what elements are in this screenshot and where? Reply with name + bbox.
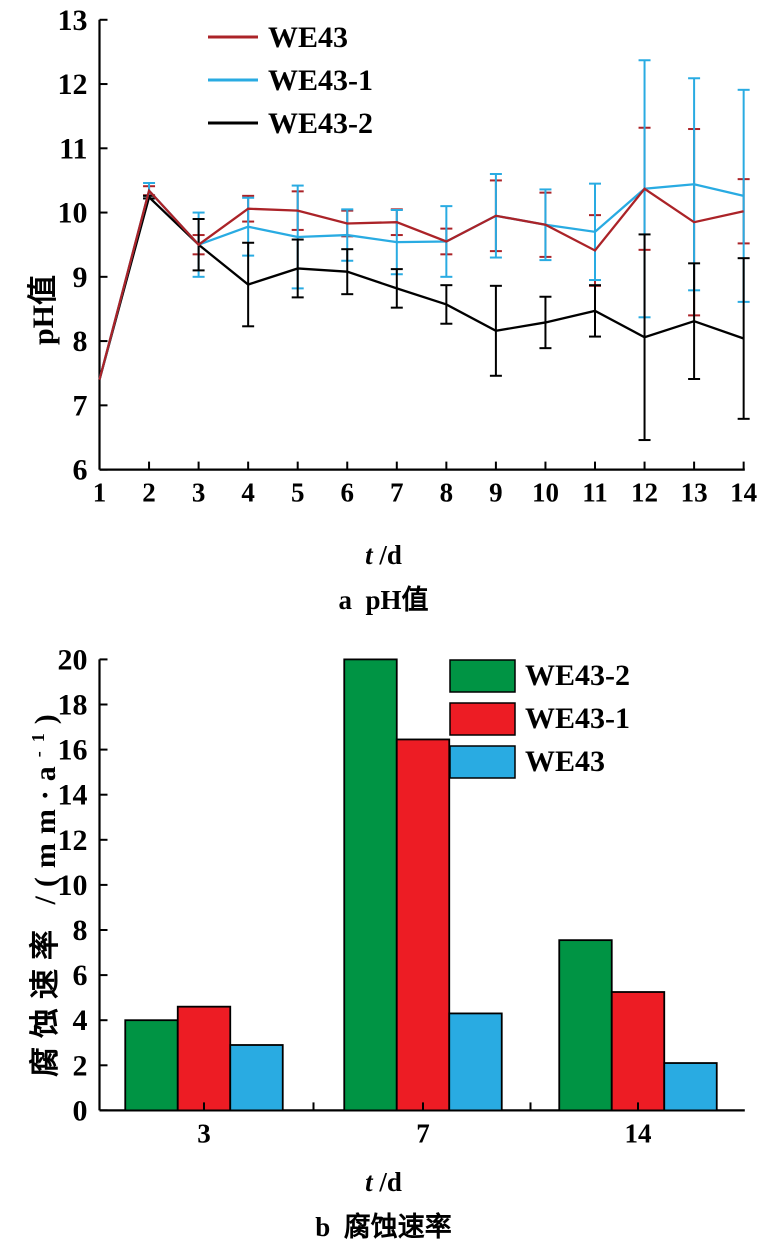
svg-text:4: 4 [73, 1004, 88, 1037]
svg-text:6: 6 [73, 959, 88, 992]
svg-text:7: 7 [416, 1118, 430, 1148]
svg-text:WE43-1: WE43-1 [268, 64, 373, 97]
svg-text:12: 12 [631, 478, 658, 508]
svg-text:10: 10 [58, 197, 88, 230]
svg-text:6: 6 [73, 454, 88, 487]
svg-text:13: 13 [58, 4, 88, 37]
svg-text:7: 7 [73, 389, 88, 422]
svg-text:1: 1 [93, 478, 107, 508]
svg-text:4: 4 [241, 478, 255, 508]
svg-text:8: 8 [73, 914, 88, 947]
svg-text:WE43-2: WE43-2 [268, 107, 373, 140]
svg-text:2: 2 [73, 1049, 88, 1082]
svg-text:10: 10 [532, 478, 559, 508]
svg-text:20: 20 [58, 643, 88, 676]
svg-text:WE43-1: WE43-1 [525, 702, 630, 735]
svg-text:2: 2 [142, 478, 156, 508]
svg-text:9: 9 [73, 261, 88, 294]
svg-text:3: 3 [197, 1118, 211, 1148]
svg-text:3: 3 [192, 478, 206, 508]
svg-text:5: 5 [291, 478, 305, 508]
svg-text:11: 11 [59, 132, 87, 165]
svg-text:0: 0 [73, 1094, 88, 1127]
svg-text:8: 8 [440, 478, 454, 508]
svg-text:13: 13 [681, 478, 708, 508]
svg-text:WE43: WE43 [268, 21, 348, 54]
svg-text:8: 8 [73, 325, 88, 358]
svg-text:WE43-2: WE43-2 [525, 659, 630, 692]
svg-text:7: 7 [390, 478, 404, 508]
svg-text:9: 9 [489, 478, 503, 508]
svg-text:WE43: WE43 [525, 745, 605, 778]
svg-text:14: 14 [730, 478, 757, 508]
svg-text:6: 6 [341, 478, 355, 508]
svg-text:14: 14 [625, 1118, 652, 1148]
svg-text:11: 11 [582, 478, 608, 508]
svg-text:12: 12 [58, 68, 88, 101]
